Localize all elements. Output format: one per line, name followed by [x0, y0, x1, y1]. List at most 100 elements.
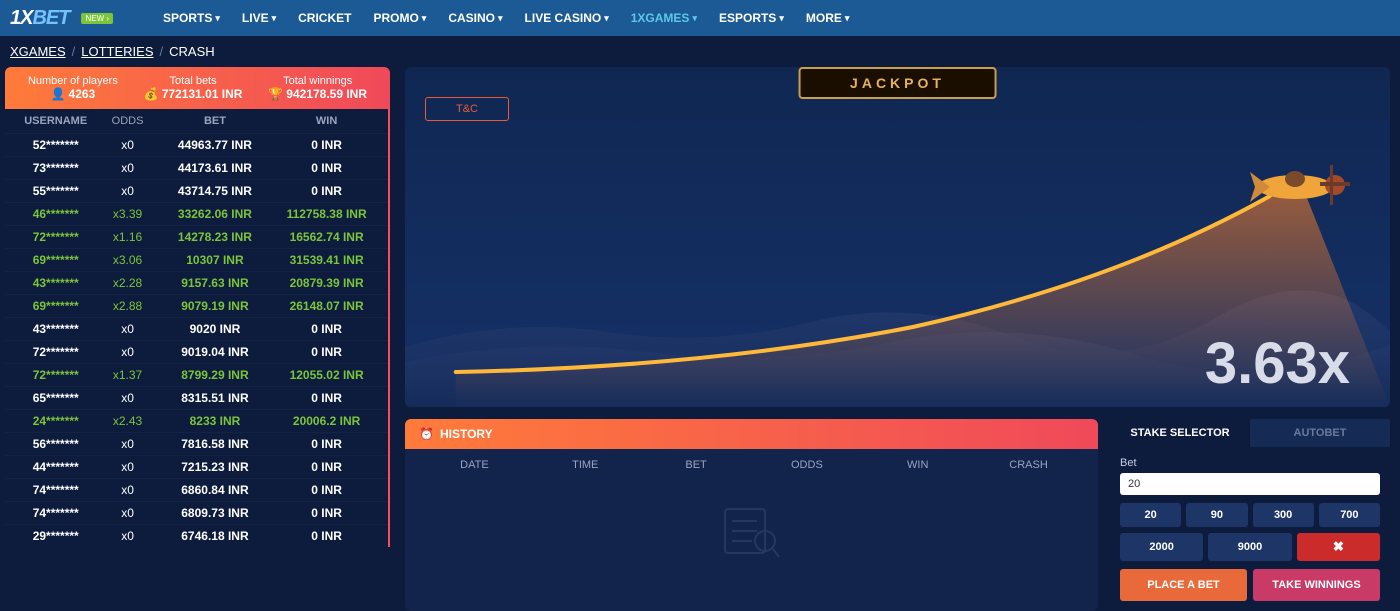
cell-user: 69******* — [13, 299, 98, 313]
preset-700[interactable]: 700 — [1319, 503, 1380, 527]
table-body: 52*******x044963.77 INR0 INR73*******x04… — [5, 133, 388, 547]
plane-icon — [1240, 147, 1350, 229]
chevron-down-icon: ▾ — [779, 13, 784, 24]
cell-win: 26148.07 INR — [273, 299, 380, 313]
action-buttons: PLACE A BET TAKE WINNINGS — [1120, 569, 1380, 601]
cell-odds: x2.28 — [98, 276, 156, 290]
cell-odds: x0 — [98, 460, 156, 474]
stat-bets-label: Total bets — [144, 75, 243, 87]
bet-label: Bet — [1120, 457, 1380, 469]
bottom-row: ⏰ HISTORY DATE TIME BET ODDS WIN CRASH — [405, 419, 1390, 611]
bet-input[interactable] — [1120, 473, 1380, 495]
cell-odds: x2.88 — [98, 299, 156, 313]
cell-bet: 8315.51 INR — [157, 391, 274, 405]
col-header-user: USERNAME — [13, 115, 98, 127]
table-row: 55*******x043714.75 INR0 INR — [5, 179, 388, 202]
cell-bet: 14278.23 INR — [157, 230, 274, 244]
table-row: 69*******x3.0610307 INR31539.41 INR — [5, 248, 388, 271]
breadcrumb-sep: / — [72, 44, 76, 59]
take-winnings-button[interactable]: TAKE WINNINGS — [1253, 569, 1380, 601]
cell-bet: 9079.19 INR — [157, 299, 274, 313]
jackpot-badge: JACKPOT — [798, 67, 997, 99]
table-row: 24*******x2.438233 INR20006.2 INR — [5, 409, 388, 432]
breadcrumb-xgames[interactable]: XGAMES — [10, 44, 66, 59]
cell-bet: 9019.04 INR — [157, 345, 274, 359]
cell-user: 44******* — [13, 460, 98, 474]
preset-90[interactable]: 90 — [1186, 503, 1247, 527]
table-row: 65*******x08315.51 INR0 INR — [5, 386, 388, 409]
cell-win: 0 INR — [273, 460, 380, 474]
nav-items: SPORTS▾ LIVE▾ CRICKET PROMO▾ CASINO▾ LIVE CAS… — [163, 11, 849, 25]
new-badge: NEW › — [81, 13, 113, 24]
nav-item-more[interactable]: MORE▾ — [806, 11, 850, 25]
cell-win: 20879.39 INR — [273, 276, 380, 290]
col-date: DATE — [419, 459, 530, 471]
cell-win: 0 INR — [273, 161, 380, 175]
main-layout: Number of players 👤4263 Total bets 💰7721… — [0, 67, 1400, 611]
cell-odds: x1.37 — [98, 368, 156, 382]
chevron-down-icon: ▾ — [604, 13, 609, 24]
logo[interactable]: 1XBET — [10, 7, 69, 30]
preset-20[interactable]: 20 — [1120, 503, 1181, 527]
preset-9000[interactable]: 9000 — [1208, 533, 1291, 561]
cell-win: 20006.2 INR — [273, 414, 380, 428]
tnc-button[interactable]: T&C — [425, 97, 509, 121]
cell-bet: 44963.77 INR — [157, 138, 274, 152]
cell-odds: x0 — [98, 506, 156, 520]
clear-button[interactable]: ✖ — [1297, 533, 1380, 561]
user-icon: 👤 — [51, 87, 66, 101]
cell-odds: x0 — [98, 322, 156, 336]
cell-odds: x0 — [98, 437, 156, 451]
nav-item-live-casino[interactable]: LIVE CASINO▾ — [525, 11, 609, 25]
nav-item-casino[interactable]: CASINO▾ — [448, 11, 502, 25]
cell-bet: 9020 INR — [157, 322, 274, 336]
table-row: 72*******x1.1614278.23 INR16562.74 INR — [5, 225, 388, 248]
cell-win: 0 INR — [273, 437, 380, 451]
col-header-win: WIN — [273, 115, 380, 127]
cell-user: 29******* — [13, 529, 98, 543]
stats-header: Number of players 👤4263 Total bets 💰7721… — [5, 67, 390, 109]
stat-winnings: Total winnings 🏆942178.59 INR — [268, 75, 367, 101]
col-odds: ODDS — [751, 459, 862, 471]
col-win: WIN — [862, 459, 973, 471]
cell-bet: 6746.18 INR — [157, 529, 274, 543]
cell-win: 0 INR — [273, 506, 380, 520]
table-row: 44*******x07215.23 INR0 INR — [5, 455, 388, 478]
stat-players: Number of players 👤4263 — [28, 75, 118, 101]
breadcrumb-crash: CRASH — [169, 44, 215, 59]
tab-stake-selector[interactable]: STAKE SELECTOR — [1110, 419, 1250, 447]
table-row: 69*******x2.889079.19 INR26148.07 INR — [5, 294, 388, 317]
stat-winnings-value: 🏆942178.59 INR — [268, 87, 367, 101]
cell-user: 43******* — [13, 276, 98, 290]
cell-odds: x3.06 — [98, 253, 156, 267]
cell-win: 31539.41 INR — [273, 253, 380, 267]
cell-win: 0 INR — [273, 345, 380, 359]
cell-odds: x0 — [98, 184, 156, 198]
cell-odds: x0 — [98, 345, 156, 359]
cell-win: 0 INR — [273, 138, 380, 152]
nav-item-1xgames[interactable]: 1XGAMES▾ — [631, 11, 697, 25]
nav-item-esports[interactable]: ESPORTS▾ — [719, 11, 784, 25]
table-row: 46*******x3.3933262.06 INR112758.38 INR — [5, 202, 388, 225]
preset-row2: 2000 9000 ✖ — [1120, 533, 1380, 561]
breadcrumb-lotteries[interactable]: LOTTERIES — [81, 44, 153, 59]
cell-bet: 9157.63 INR — [157, 276, 274, 290]
history-cols: DATE TIME BET ODDS WIN CRASH — [405, 449, 1098, 481]
cell-bet: 7816.58 INR — [157, 437, 274, 451]
tab-autobet[interactable]: AUTOBET — [1250, 419, 1390, 447]
cell-user: 69******* — [13, 253, 98, 267]
place-bet-button[interactable]: PLACE A BET — [1120, 569, 1247, 601]
cash-icon: 💰 — [144, 87, 159, 101]
multiplier-value: 3.63x — [1205, 330, 1350, 397]
cell-odds: x0 — [98, 391, 156, 405]
table-row: 29*******x06746.18 INR0 INR — [5, 524, 388, 547]
nav-item-sports[interactable]: SPORTS▾ — [163, 11, 220, 25]
stat-bets-value: 💰772131.01 INR — [144, 87, 243, 101]
cell-user: 56******* — [13, 437, 98, 451]
preset-2000[interactable]: 2000 — [1120, 533, 1203, 561]
nav-item-promo[interactable]: PROMO▾ — [373, 11, 426, 25]
bet-tabs: STAKE SELECTOR AUTOBET — [1110, 419, 1390, 447]
preset-300[interactable]: 300 — [1253, 503, 1314, 527]
nav-item-cricket[interactable]: CRICKET — [298, 11, 351, 25]
nav-item-live[interactable]: LIVE▾ — [242, 11, 276, 25]
